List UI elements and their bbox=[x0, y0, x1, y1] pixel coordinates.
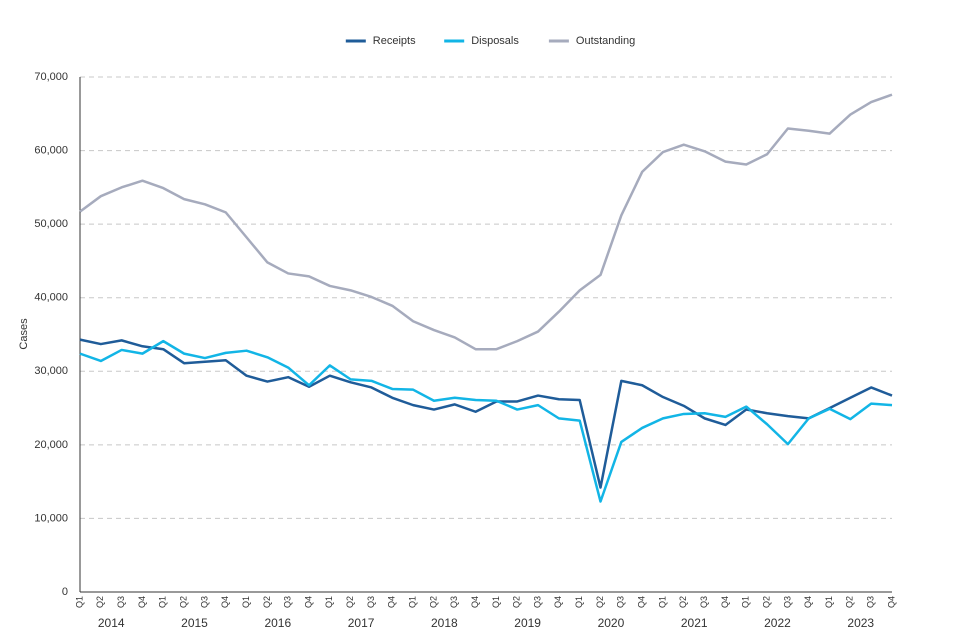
x-tick-label: Q3 bbox=[866, 596, 876, 608]
year-label: 2015 bbox=[181, 616, 208, 630]
year-label: 2017 bbox=[348, 616, 375, 630]
x-tick-label: Q1 bbox=[491, 596, 501, 608]
series-line bbox=[79, 93, 893, 351]
year-label: 2020 bbox=[598, 616, 625, 630]
x-tick-label: Q3 bbox=[616, 596, 626, 608]
x-tick-label: Q4 bbox=[387, 596, 397, 608]
y-tick-label: 70,000 bbox=[34, 71, 68, 83]
y-tick-label: 40,000 bbox=[34, 292, 68, 304]
year-label: 2014 bbox=[98, 616, 125, 630]
x-tick-label: Q4 bbox=[470, 596, 480, 608]
x-tick-label: Q1 bbox=[158, 596, 168, 608]
x-tick-label: Q4 bbox=[720, 596, 730, 608]
year-label: 2022 bbox=[764, 616, 791, 630]
y-tick-label: 10,000 bbox=[34, 512, 68, 524]
x-tick-label: Q2 bbox=[178, 596, 188, 608]
x-tick-label: Q2 bbox=[678, 596, 688, 608]
x-tick-label: Q1 bbox=[324, 596, 334, 608]
y-tick-label: 50,000 bbox=[34, 218, 68, 230]
y-tick-label: 20,000 bbox=[34, 439, 68, 451]
x-tick-label: Q3 bbox=[366, 596, 376, 608]
x-tick-label: Q1 bbox=[741, 596, 751, 608]
year-label: 2018 bbox=[431, 616, 458, 630]
x-tick-label: Q3 bbox=[283, 596, 293, 608]
x-tick-label: Q2 bbox=[95, 596, 105, 608]
legend-label: Outstanding bbox=[576, 35, 635, 47]
x-tick-label: Q4 bbox=[220, 596, 230, 608]
x-tick-label: Q1 bbox=[574, 596, 584, 608]
x-tick-label: Q2 bbox=[512, 596, 522, 608]
x-tick-label: Q1 bbox=[408, 596, 418, 608]
year-label: 2019 bbox=[514, 616, 541, 630]
x-tick-label: Q2 bbox=[595, 596, 605, 608]
x-tick-label: Q2 bbox=[845, 596, 855, 608]
y-tick-label: 0 bbox=[62, 586, 68, 598]
legend-label: Receipts bbox=[373, 35, 416, 47]
x-tick-label: Q1 bbox=[74, 596, 84, 608]
x-tick-label: Q3 bbox=[532, 596, 542, 608]
y-axis-label: Cases bbox=[18, 318, 30, 350]
x-tick-label: Q3 bbox=[699, 596, 709, 608]
x-tick-label: Q3 bbox=[199, 596, 209, 608]
series-line bbox=[79, 338, 893, 489]
year-label: 2023 bbox=[847, 616, 874, 630]
x-tick-label: Q4 bbox=[886, 596, 896, 608]
x-tick-label: Q2 bbox=[761, 596, 771, 608]
y-tick-label: 30,000 bbox=[34, 365, 68, 377]
x-tick-label: Q1 bbox=[657, 596, 667, 608]
x-tick-label: Q2 bbox=[428, 596, 438, 608]
x-tick-label: Q3 bbox=[782, 596, 792, 608]
x-tick-label: Q2 bbox=[262, 596, 272, 608]
x-tick-label: Q2 bbox=[345, 596, 355, 608]
x-tick-label: Q4 bbox=[303, 596, 313, 608]
x-tick-label: Q3 bbox=[449, 596, 459, 608]
x-tick-label: Q1 bbox=[241, 596, 251, 608]
y-tick-label: 60,000 bbox=[34, 144, 68, 156]
legend-label: Disposals bbox=[471, 35, 519, 47]
x-tick-label: Q4 bbox=[553, 596, 563, 608]
year-label: 2016 bbox=[264, 616, 291, 630]
x-tick-label: Q4 bbox=[137, 596, 147, 608]
year-label: 2021 bbox=[681, 616, 708, 630]
x-tick-label: Q4 bbox=[637, 596, 647, 608]
x-tick-label: Q4 bbox=[803, 596, 813, 608]
series-line bbox=[79, 339, 893, 503]
x-tick-label: Q3 bbox=[116, 596, 126, 608]
x-tick-label: Q1 bbox=[824, 596, 834, 608]
